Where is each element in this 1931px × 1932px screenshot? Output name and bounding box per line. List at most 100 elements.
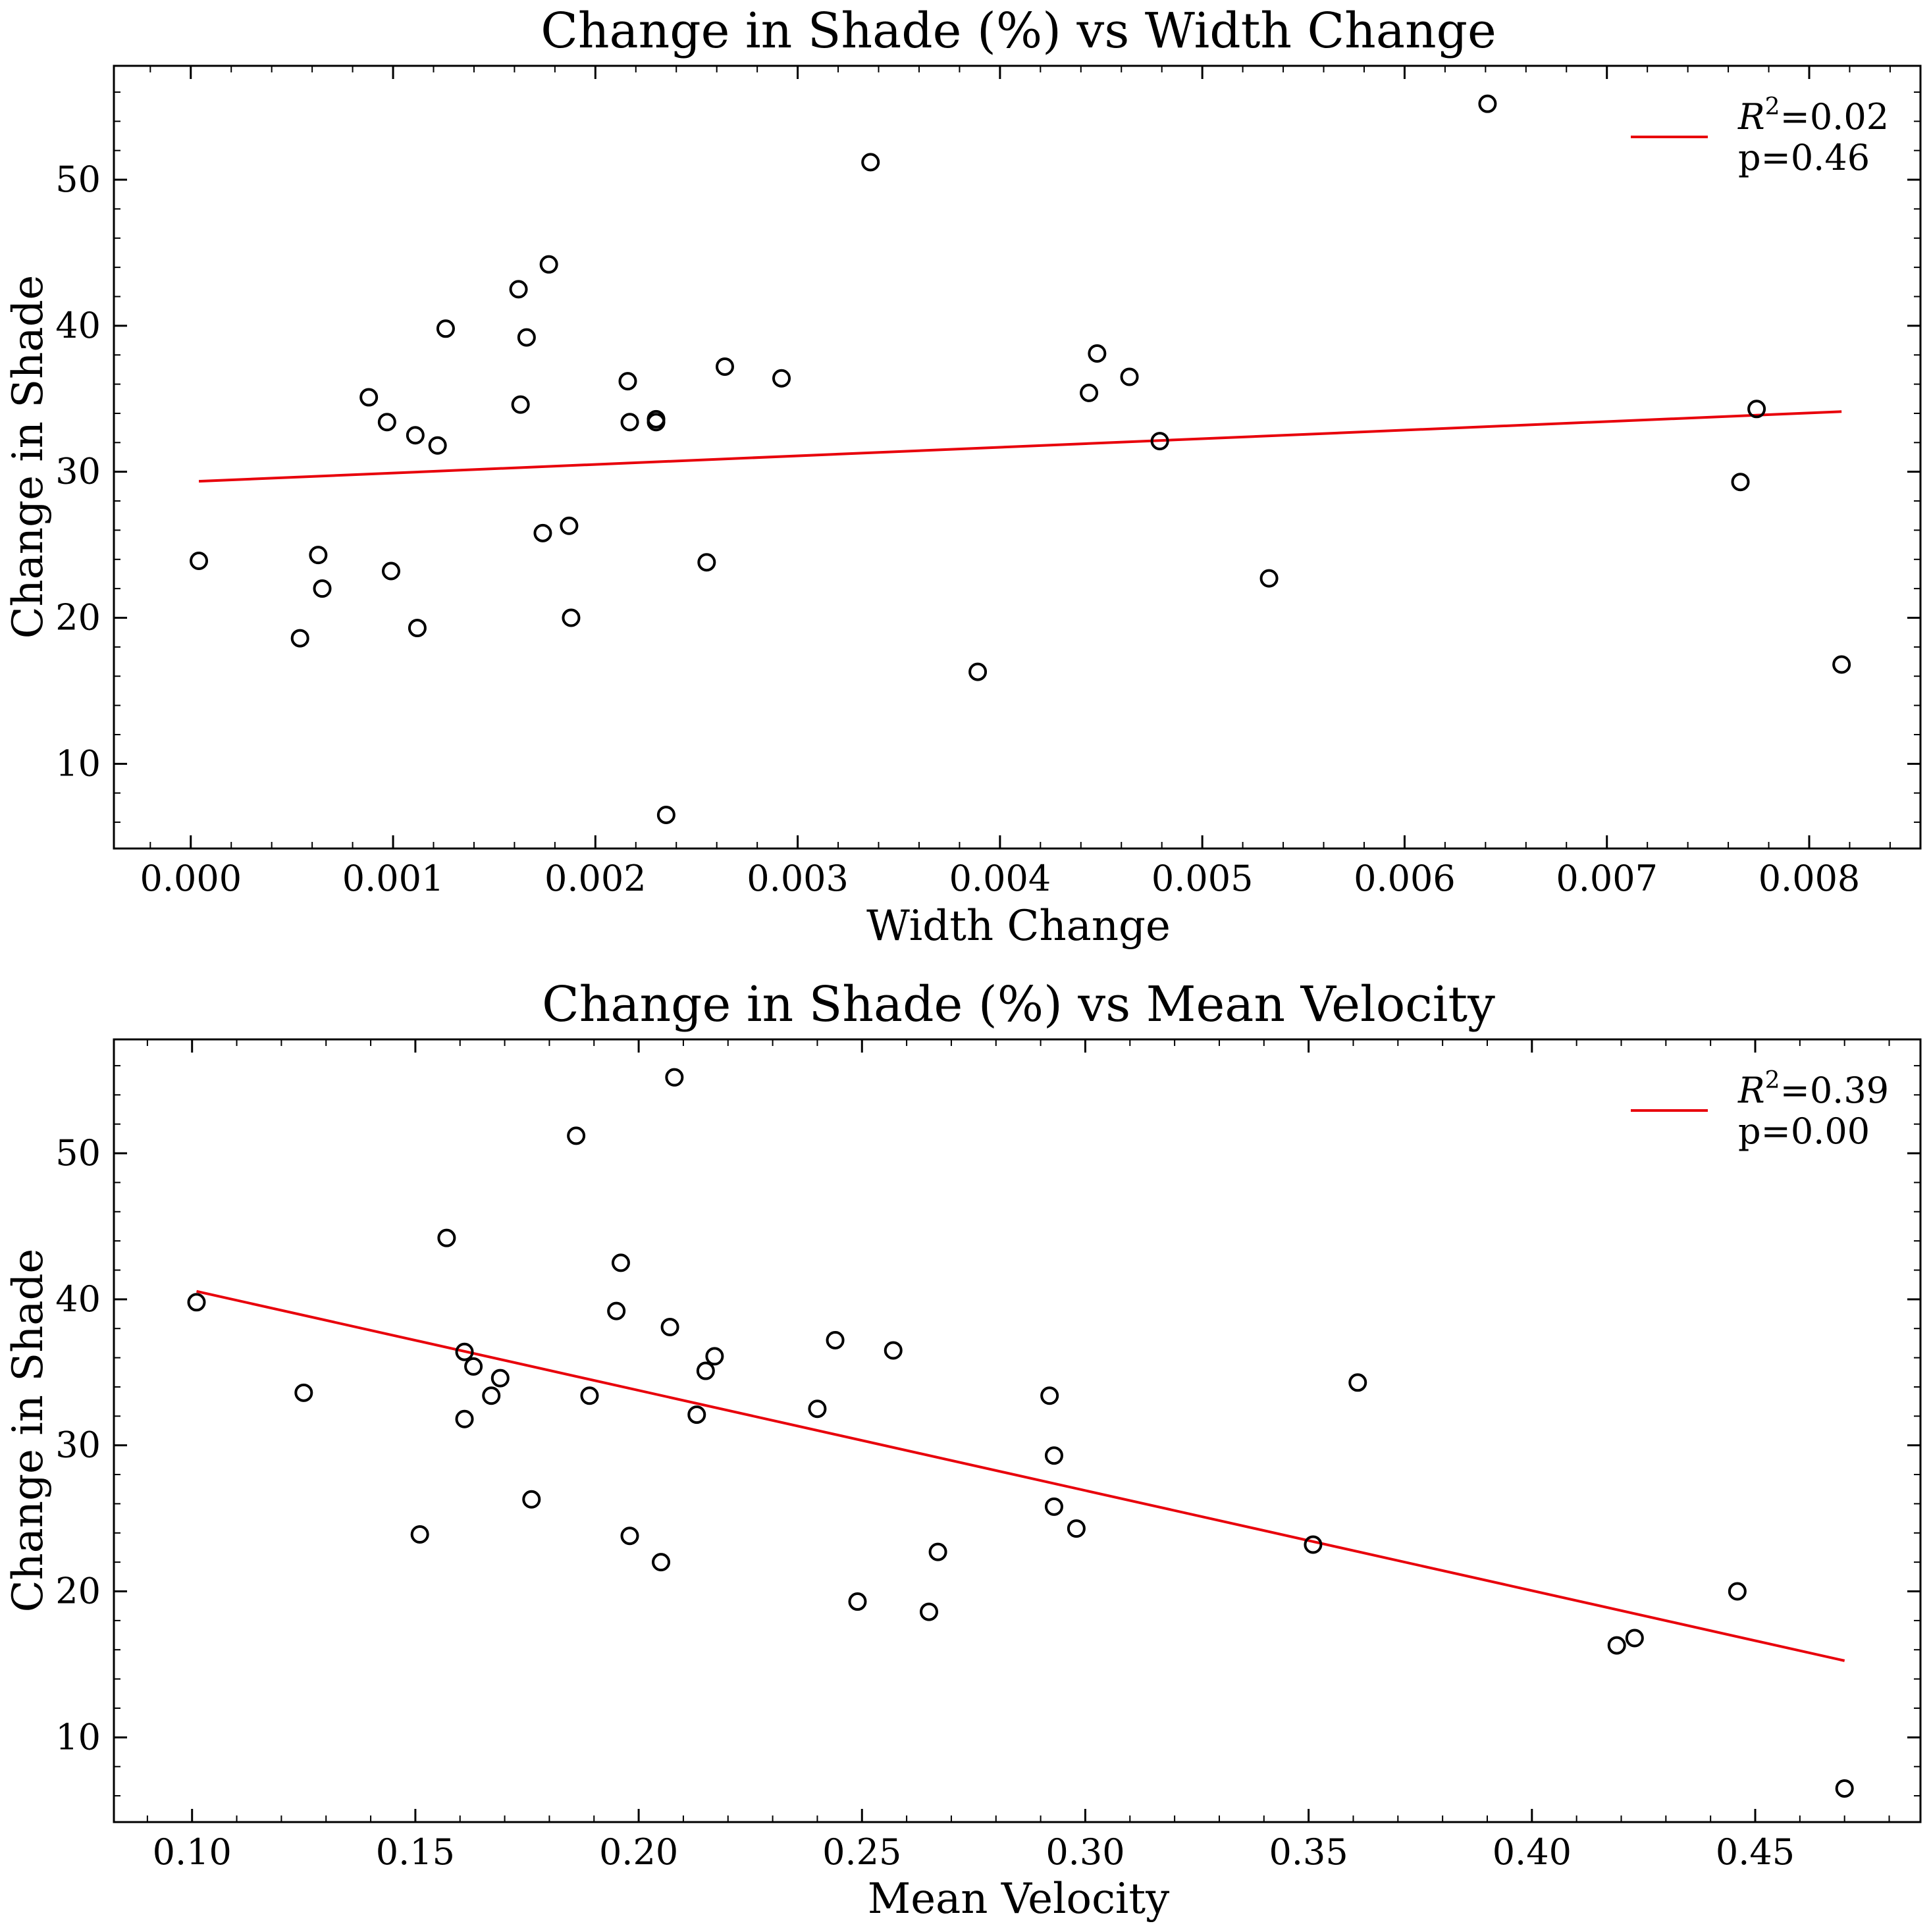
scatter-point [607,1301,626,1320]
scatter-point [560,516,579,535]
scatter-point [1832,655,1851,674]
y-tick-label: 20 [55,597,101,639]
scatter-point [1259,569,1279,588]
y-tick-label: 50 [55,1132,101,1174]
scatter-point [455,1342,474,1361]
scatter-point [920,1602,939,1621]
scatter-point [294,1383,313,1402]
y-tick-label: 10 [55,743,101,784]
legend-r2-value: =0.39 [1780,1070,1889,1111]
x-axis-label: Mean Velocity [868,1875,1170,1923]
scatter-point [1747,400,1766,419]
scatter-point [826,1330,845,1349]
x-tick-label: 0.25 [822,1831,901,1873]
x-tick-label: 0.20 [599,1831,678,1873]
x-tick-label: 0.15 [376,1831,455,1873]
scatter-point [1607,1636,1626,1655]
scatter-point [848,1592,867,1611]
x-tick-label: 0.004 [949,858,1051,899]
x-tick-label: 0.40 [1493,1831,1572,1873]
y-axis-label: Change in Shade [4,275,53,639]
regression-line [196,1290,1845,1662]
legend-r2-label: R2=0.39 [1737,1067,1889,1111]
y-tick-label: 10 [55,1716,101,1758]
scatter-point [884,1341,903,1360]
plot-area: 0.10 0.15 0.20 0.25 0.30 0.35 0.40 0.45 10 20 30 40… [55,1039,1920,1873]
x-tick-label: 0.45 [1716,1831,1795,1873]
scatter-point [406,426,425,445]
legend-p-label: p=0.46 [1738,137,1870,178]
legend-p-label: p=0.00 [1738,1110,1870,1152]
scatter-point [808,1399,827,1419]
scatter-point [611,1253,630,1272]
scatter-point [652,1553,671,1572]
scatter-point [697,553,716,572]
scatter-point [620,413,639,432]
scatter-point [968,662,988,681]
scatter-point [567,1126,586,1145]
x-tick-label: 0.005 [1151,858,1254,899]
scatter-point [580,1386,599,1405]
scatter-point [1120,367,1139,386]
x-tick-label: 0.003 [747,858,849,899]
scatter-point [715,357,734,376]
scatter-point [428,436,447,455]
scatter-point [190,551,209,570]
y-tick-label: 40 [55,1278,101,1320]
scatter-point [1835,1779,1854,1798]
y-tick-label: 30 [55,451,101,492]
chart-title: Change in Shade (%) vs Mean Velocity [542,976,1495,1033]
scatter-point [1040,1386,1059,1405]
scatter-point [455,1409,474,1428]
legend-r2-label: R2=0.02 [1737,93,1889,138]
scatter-point [377,413,396,432]
x-tick-label: 0.30 [1045,1831,1124,1873]
scatter-point [517,328,536,347]
scatter-point [533,523,552,542]
axes-frame [113,1038,1922,1823]
scatter-point [511,395,530,414]
scatter-point [309,546,328,565]
legend: R2=0.02 p=0.46 [1631,93,1889,178]
scatter-point [705,1347,724,1366]
scatter-panel-mean-velocity: Change in Shade (%) vs Mean Velocity 0.1… [4,976,1922,1923]
x-tick-label: 0.10 [153,1831,232,1873]
scatter-point [464,1357,483,1376]
y-tick-label: 20 [55,1571,101,1612]
axes-frame [113,65,1922,850]
scatter-point [1625,1629,1644,1648]
scatter-point [772,369,791,388]
scatter-point [187,1293,206,1312]
scatter-point [290,629,309,648]
scatter-point [381,561,400,581]
legend: R2=0.39 p=0.00 [1631,1067,1889,1152]
scatter-point [1728,1582,1747,1601]
scatter-point [410,1525,429,1544]
scatter-point [1044,1446,1063,1465]
x-tick-label: 0.000 [140,858,242,899]
x-axis-label: Width Change [866,902,1171,951]
scatter-point [620,1527,639,1546]
scatter-point [1150,432,1169,451]
scatter-point [1044,1497,1063,1516]
scatter-point [408,619,427,638]
y-axis-label: Change in Shade [4,1249,53,1613]
scatter-point [1478,94,1497,113]
scatter-panel-width-change: Change in Shade (%) vs Width Change 0.00… [4,3,1922,951]
scatter-point [928,1542,947,1561]
scatter-point [1348,1373,1367,1392]
scatter-point [437,1228,456,1247]
x-tick-label: 0.35 [1269,1831,1348,1873]
scatter-point [861,153,880,172]
scatter-point [313,579,332,598]
scatter-point [522,1490,541,1509]
legend-r2-value: =0.02 [1780,96,1889,138]
scatter-point [1067,1519,1086,1538]
scatter-point [1304,1535,1323,1554]
regression-line [198,410,1842,483]
scatter-point [539,255,558,274]
scatter-point [562,608,581,627]
scatter-point [647,413,666,432]
x-tick-label: 0.001 [342,858,444,899]
